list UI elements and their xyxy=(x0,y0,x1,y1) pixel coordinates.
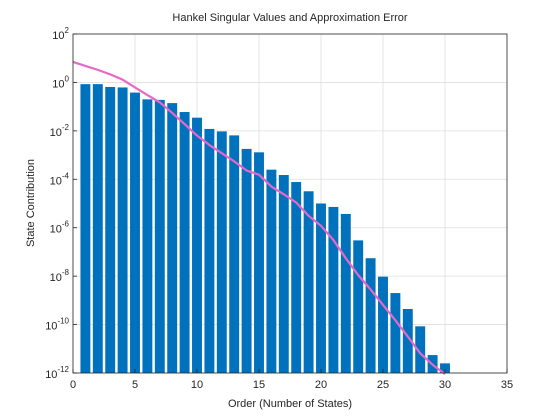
x-tick-label: 25 xyxy=(377,379,389,391)
y-tick-base: 10 xyxy=(50,224,62,236)
x-tick-label: 20 xyxy=(315,379,327,391)
bar xyxy=(241,148,252,373)
bar xyxy=(303,191,314,373)
y-tick-exponent: -2 xyxy=(62,123,70,132)
bar xyxy=(353,240,364,373)
y-tick-label: -610 xyxy=(50,220,70,236)
y-tick-exponent: 2 xyxy=(65,26,70,35)
bar xyxy=(179,112,190,373)
bar xyxy=(142,99,153,373)
x-tick-label: 5 xyxy=(132,379,138,391)
y-axis-label: State Contribution xyxy=(25,159,37,247)
y-tick-base: 10 xyxy=(52,30,64,42)
bar xyxy=(278,175,289,373)
x-tick-label: 0 xyxy=(70,379,76,391)
bar xyxy=(328,206,339,373)
x-tick-label: 15 xyxy=(253,379,265,391)
y-tick-label: 210 xyxy=(52,26,69,42)
y-tick-label: -410 xyxy=(50,171,70,187)
x-tick-label: 35 xyxy=(501,379,513,391)
bar xyxy=(402,308,413,373)
bar xyxy=(229,135,240,373)
bar xyxy=(415,326,426,373)
bar xyxy=(130,92,140,373)
y-tick-label: -810 xyxy=(50,268,70,284)
x-axis-ticks: 0 5 10 15 20 25 30 35 xyxy=(70,369,513,391)
y-tick-base: 10 xyxy=(50,175,62,187)
chart-title: Hankel Singular Values and Approximation… xyxy=(172,12,408,24)
x-tick-label: 10 xyxy=(191,379,203,391)
bar xyxy=(440,363,450,373)
bar xyxy=(154,99,165,373)
y-tick-exponent: 0 xyxy=(65,74,70,83)
bar xyxy=(92,84,103,374)
bar xyxy=(80,84,91,374)
y-tick-exponent: -12 xyxy=(57,365,69,374)
y-tick-base: 10 xyxy=(50,272,62,284)
bar xyxy=(204,128,215,373)
bar xyxy=(105,86,116,373)
x-axis-label: Order (Number of States) xyxy=(228,398,352,410)
bar xyxy=(340,213,351,373)
x-tick-label: 30 xyxy=(439,379,451,391)
bar xyxy=(291,182,302,373)
bar xyxy=(254,152,264,373)
bar xyxy=(167,103,178,374)
y-tick-base: 10 xyxy=(52,78,64,90)
plot-frame xyxy=(72,33,508,374)
bar xyxy=(192,117,202,373)
bar xyxy=(266,169,277,373)
y-tick-exponent: -10 xyxy=(57,317,69,326)
y-tick-base: 10 xyxy=(50,127,62,139)
bar-series xyxy=(80,84,450,374)
error-line xyxy=(72,60,446,375)
bar xyxy=(216,131,227,373)
bar xyxy=(365,258,376,373)
y-tick-exponent: -6 xyxy=(62,220,70,229)
y-tick-label: 010 xyxy=(52,74,69,90)
y-tick-base: 10 xyxy=(45,369,57,381)
bar xyxy=(378,276,388,373)
y-tick-label: -210 xyxy=(50,123,70,139)
error-line-series xyxy=(72,60,446,375)
y-tick-base: 10 xyxy=(45,321,57,333)
y-tick-exponent: -4 xyxy=(62,171,70,180)
y-tick-exponent: -8 xyxy=(62,268,70,277)
bar xyxy=(117,87,128,373)
bar xyxy=(390,293,401,373)
bar xyxy=(316,203,326,373)
